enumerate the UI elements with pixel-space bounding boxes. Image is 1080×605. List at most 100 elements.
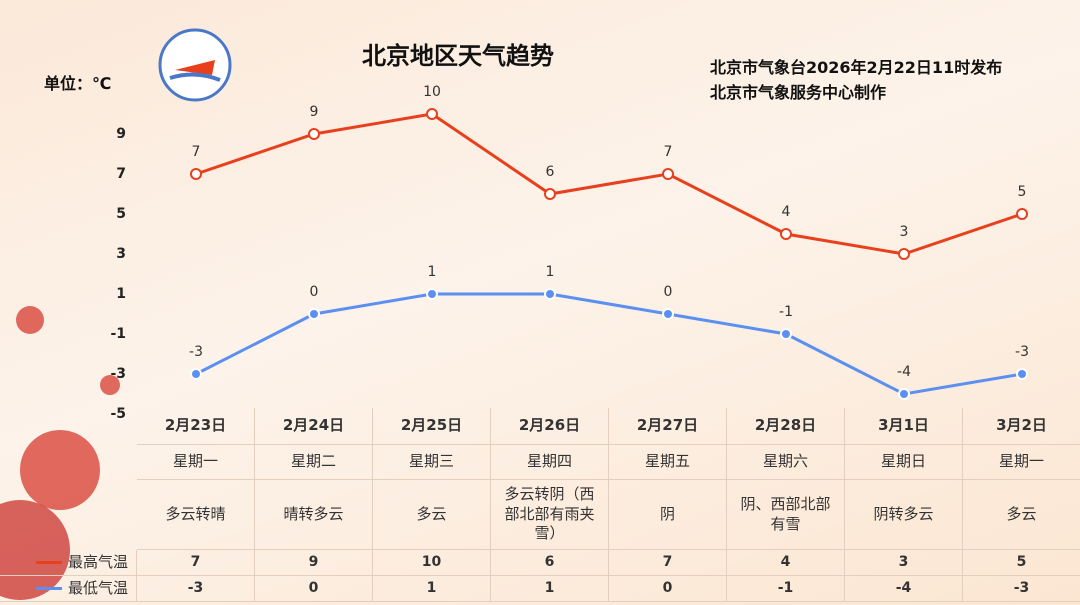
weather: 阴转多云: [845, 480, 963, 550]
weekday: 星期三: [373, 445, 491, 480]
legend-item: 最高气温: [0, 550, 137, 576]
point: [190, 368, 202, 380]
decoration: [0, 500, 70, 600]
decoration: [100, 375, 120, 395]
table-value: 9: [255, 550, 373, 576]
date: 2月23日: [137, 408, 255, 445]
date: 2月28日: [727, 408, 845, 445]
issuer: 北京市气象服务中心制作: [710, 83, 887, 102]
y-tick-label: -1: [110, 326, 126, 342]
data-label: 0: [664, 284, 673, 300]
legend-label: 最高气温: [67, 552, 128, 571]
point: [780, 328, 792, 340]
table-value: 7: [137, 550, 255, 576]
table-value: 0: [609, 576, 727, 602]
point: [1016, 368, 1028, 380]
data-label: 5: [1018, 184, 1027, 200]
point: [426, 108, 438, 120]
data-label: 1: [428, 264, 437, 280]
weekday: 星期六: [727, 445, 845, 480]
weather: 多云转晴: [137, 480, 255, 550]
point: [544, 188, 556, 200]
title: 北京地区天气趋势: [362, 42, 554, 70]
data-label: 7: [192, 144, 201, 160]
table-value: 5: [963, 550, 1080, 576]
data-label: 3: [900, 224, 909, 240]
legend-marker: [35, 587, 62, 590]
data-label: 4: [782, 204, 791, 220]
date: 2月25日: [373, 408, 491, 445]
y-tick-label: 7: [116, 166, 126, 182]
legend-marker: [35, 561, 62, 564]
point: [544, 288, 556, 300]
table-value: -4: [845, 576, 963, 602]
y-tick-label: 9: [116, 126, 126, 142]
decoration: [16, 306, 44, 334]
table-value: 10: [373, 550, 491, 576]
table-value: 7: [609, 550, 727, 576]
weekday: 星期一: [137, 445, 255, 480]
weekday: 星期一: [963, 445, 1080, 480]
decoration: [20, 430, 100, 510]
unit: 单位：℃: [44, 74, 112, 93]
data-label: -1: [779, 304, 793, 320]
point: [662, 168, 674, 180]
table-value: 6: [491, 550, 609, 576]
data-label: -3: [189, 344, 203, 360]
weekday: 星期五: [609, 445, 727, 480]
point: [190, 168, 202, 180]
weather: 多云: [963, 480, 1080, 550]
point: [426, 288, 438, 300]
weather: 多云转阴（西部北部有雨夹雪）: [491, 480, 609, 550]
data-label: 1: [546, 264, 555, 280]
series-line: [195, 292, 1023, 396]
data-label: -3: [1015, 344, 1029, 360]
data-label: 10: [423, 84, 441, 100]
date: 3月2日: [963, 408, 1080, 445]
table-value: 1: [491, 576, 609, 602]
logo-mark: [175, 60, 215, 75]
y-tick-label: 1: [116, 286, 126, 302]
legend-label: 最低气温: [67, 578, 128, 597]
data-label: 7: [664, 144, 673, 160]
y-tick-label: -5: [110, 406, 126, 422]
data-label: 9: [310, 104, 319, 120]
date: 2月27日: [609, 408, 727, 445]
issuer: 北京市气象台2026年2月22日11时发布: [710, 58, 1003, 77]
y-tick-label: 3: [116, 246, 126, 262]
series-line: [195, 112, 1023, 256]
legend-item: 最低气温: [0, 576, 137, 602]
data-label: 0: [310, 284, 319, 300]
weather: 阴、西部北部有雪: [727, 480, 845, 550]
date: 2月26日: [491, 408, 609, 445]
table-value: -3: [137, 576, 255, 602]
y-tick-label: -3: [110, 366, 126, 382]
point: [898, 388, 910, 400]
weekday: 星期日: [845, 445, 963, 480]
y-tick-label: 5: [116, 206, 126, 222]
table-value: 4: [727, 550, 845, 576]
point: [898, 248, 910, 260]
weather: 晴转多云: [255, 480, 373, 550]
point: [662, 308, 674, 320]
table-value: -3: [963, 576, 1080, 602]
weather: 阴: [609, 480, 727, 550]
point: [1016, 208, 1028, 220]
point: [780, 228, 792, 240]
table-value: 1: [373, 576, 491, 602]
logo-mark: [169, 72, 221, 82]
date: 3月1日: [845, 408, 963, 445]
weather: 多云: [373, 480, 491, 550]
table-value: -1: [727, 576, 845, 602]
data-label: 6: [546, 164, 555, 180]
weekday: 星期二: [255, 445, 373, 480]
weekday: 星期四: [491, 445, 609, 480]
data-label: -4: [897, 364, 911, 380]
point: [308, 128, 320, 140]
table-value: 3: [845, 550, 963, 576]
point: [308, 308, 320, 320]
table-value: 0: [255, 576, 373, 602]
date: 2月24日: [255, 408, 373, 445]
